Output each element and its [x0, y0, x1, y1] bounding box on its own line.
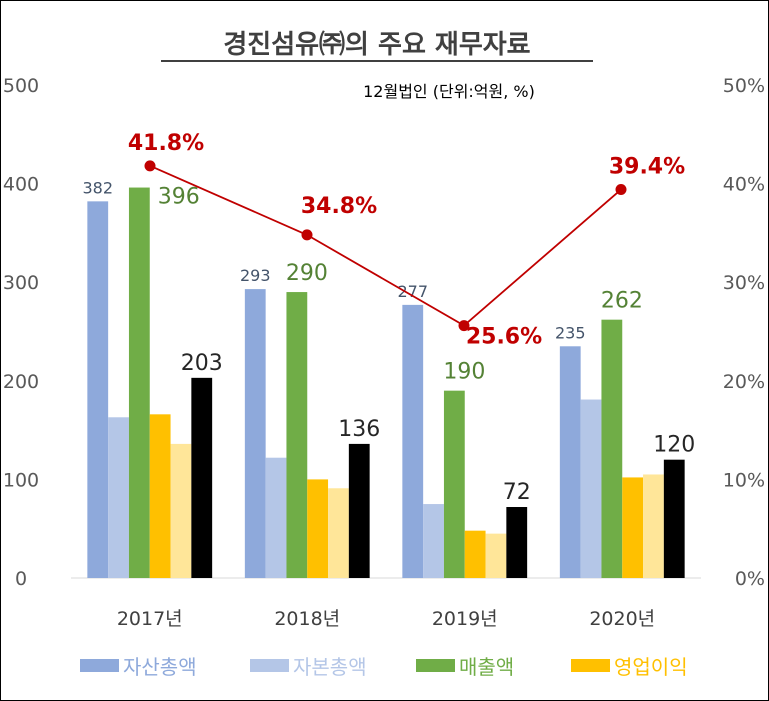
category-axis-labels: 2017년 2018년 2019년 2020년 — [117, 608, 655, 630]
bar — [464, 530, 486, 578]
chart-title: 경진섬유㈜의 주요 재무자료 — [223, 30, 530, 60]
bar — [128, 187, 150, 578]
y-tick-label: 0 — [15, 568, 27, 590]
y2-tick-label: 50% — [723, 75, 765, 97]
chart-subtitle: 12월법인 (단위:억원, %) — [363, 82, 535, 101]
bar — [265, 457, 287, 578]
ratio-point — [615, 184, 627, 196]
bar-data-label: 290 — [286, 261, 328, 286]
bar — [423, 504, 444, 578]
x-tick-label: 2018년 — [274, 608, 340, 630]
legend-swatch — [250, 659, 289, 672]
ratio-data-label: 41.8% — [128, 131, 204, 156]
bar-data-label: 136 — [338, 417, 380, 442]
x-tick-label: 2017년 — [117, 608, 183, 630]
bar-data-label: 262 — [601, 289, 643, 314]
y2-tick-label: 10% — [723, 469, 765, 491]
ratio-point — [301, 229, 313, 241]
legend-label: 매출액 — [459, 655, 514, 679]
x-tick-label: 2020년 — [589, 608, 655, 630]
legend: 자산총액 자본총액 매출액 영업이익 — [80, 655, 688, 679]
ratio-data-label: 25.6% — [466, 325, 542, 350]
bar — [108, 417, 129, 578]
bar — [663, 459, 685, 578]
bar-data-label: 382 — [82, 178, 113, 197]
bar — [191, 377, 213, 578]
y-tick-label: 300 — [3, 272, 39, 294]
legend-swatch — [571, 659, 610, 672]
ratio-data-label: 34.8% — [301, 194, 377, 219]
bar — [506, 507, 528, 578]
x-tick-label: 2019년 — [432, 608, 498, 630]
bar — [244, 289, 266, 578]
ratio-point — [458, 320, 470, 332]
y-tick-label: 100 — [3, 469, 39, 491]
bar-data-label: 396 — [158, 185, 200, 210]
bar — [643, 474, 664, 578]
y2-tick-label: 20% — [723, 371, 765, 393]
bar-data-label: 277 — [397, 282, 428, 301]
bar — [170, 443, 192, 578]
y-tick-label: 400 — [3, 174, 39, 196]
bar-data-labels: 382 396 203 293 290 136 277 190 72 235 262 120 — [82, 178, 695, 505]
legend-swatch — [80, 659, 119, 672]
ratio-data-label: 39.4% — [609, 155, 685, 180]
legend-label: 자본총액 — [293, 655, 367, 679]
legend-swatch — [416, 659, 455, 672]
y-tick-label: 200 — [3, 371, 39, 393]
bar — [485, 533, 507, 578]
ratio-point — [144, 160, 156, 172]
y2-tick-label: 40% — [723, 174, 765, 196]
bar-data-label: 293 — [240, 266, 271, 285]
bar-data-label: 72 — [503, 480, 531, 505]
ratio-line-series: 41.8% 34.8% 25.6% 39.4% — [128, 131, 685, 350]
bar — [328, 488, 349, 578]
bar — [402, 304, 424, 578]
bar-data-label: 190 — [443, 360, 485, 385]
y-tick-label: 500 — [3, 75, 39, 97]
bar-data-label: 235 — [555, 323, 586, 342]
legend-label: 영업이익 — [614, 655, 688, 679]
secondary-axis-ticks: 0% 10% 20% 30% 40% 50% — [723, 75, 765, 590]
bar — [87, 201, 109, 578]
bar — [443, 390, 465, 578]
bar — [622, 477, 644, 578]
bar — [286, 292, 308, 578]
bar-series — [87, 187, 685, 578]
primary-axis-ticks: 0 100 200 300 400 500 — [3, 75, 39, 590]
legend-label: 자산총액 — [123, 655, 197, 679]
bar — [580, 399, 602, 578]
bar-data-label: 203 — [181, 351, 223, 376]
bar — [559, 346, 581, 578]
y2-tick-label: 0% — [735, 568, 765, 590]
ratio-line — [149, 165, 622, 327]
bar — [307, 479, 329, 578]
bar — [348, 443, 370, 578]
y2-tick-label: 30% — [723, 272, 765, 294]
bar — [149, 414, 171, 578]
bar — [601, 319, 623, 578]
bar-data-label: 120 — [653, 433, 695, 458]
